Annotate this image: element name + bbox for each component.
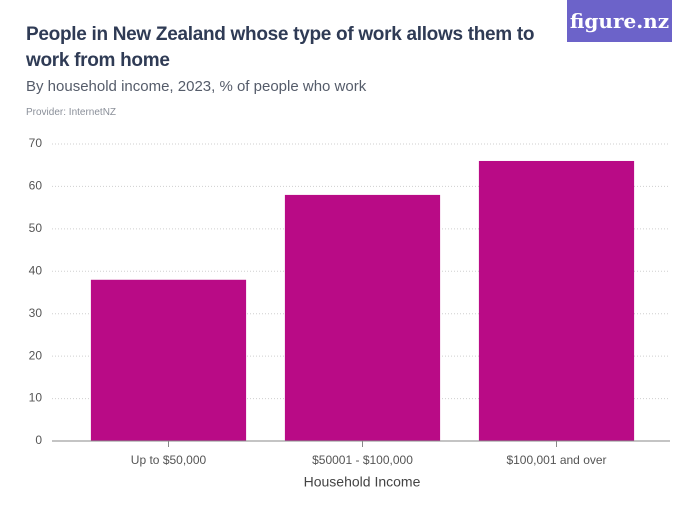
y-tick-label: 20 (29, 348, 43, 362)
x-tick-label: $100,001 and over (506, 453, 606, 467)
bar (90, 279, 247, 441)
chart-title: People in New Zealand whose type of work… (26, 24, 535, 71)
y-tick-label: 0 (35, 433, 42, 447)
chart-subtitle: By household income, 2023, % of people w… (26, 78, 367, 95)
x-axis-label: Household Income (304, 474, 421, 490)
y-tick-label: 40 (29, 263, 43, 277)
provider: Provider: InternetNZ (26, 107, 117, 118)
bar (284, 194, 441, 441)
logo[interactable]: figure.nz (567, 0, 672, 42)
y-tick-label: 70 (29, 136, 43, 150)
y-tick-label: 50 (29, 221, 43, 235)
y-tick-label: 30 (29, 306, 43, 320)
bar (478, 160, 635, 441)
y-tick-label: 60 (29, 179, 43, 193)
y-tick-label: 10 (29, 391, 43, 405)
x-tick-label: $50001 - $100,000 (312, 453, 413, 467)
x-tick-label: Up to $50,000 (131, 453, 207, 467)
